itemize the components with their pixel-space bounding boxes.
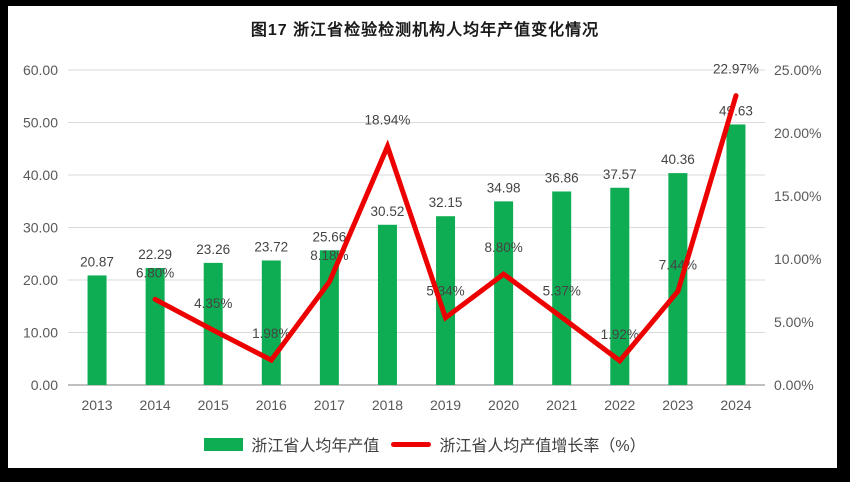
bar-label-2017: 25.66 (312, 229, 346, 244)
x-axis-label-2018: 2018 (372, 397, 403, 413)
bar-label-2021: 36.86 (545, 170, 579, 185)
bar-label-2018: 30.52 (371, 204, 405, 219)
bar-2021 (552, 191, 572, 385)
x-axis-label-2020: 2020 (488, 397, 519, 413)
legend-item-bar-series: 浙江省人均年产值 (204, 432, 379, 456)
line-label-2016: 1.98% (252, 326, 290, 341)
x-axis-label-2017: 2017 (314, 397, 345, 413)
x-axis-label-2015: 2015 (198, 397, 229, 413)
bar-2024 (726, 124, 746, 385)
growth-rate-line (152, 93, 739, 365)
line-label-2020: 8.80% (484, 240, 522, 255)
right-axis-tick-label: 5.00% (774, 314, 814, 330)
x-axis-label-2021: 2021 (546, 397, 577, 413)
bar-label-2024: 49.63 (719, 103, 753, 118)
legend-label-bar-series: 浙江省人均年产值 (251, 438, 380, 455)
left-axis-tick-label: 20.00 (23, 272, 58, 288)
bar-label-2020: 34.98 (487, 180, 521, 195)
x-axis-label-2014: 2014 (140, 397, 171, 413)
bar-series (87, 124, 746, 385)
x-axis-label-2024: 2024 (720, 397, 751, 413)
legend: 浙江省人均年产值 浙江省人均产值增长率（%） (0, 432, 850, 456)
chart-card (8, 6, 837, 468)
legend-label-line-series: 浙江省人均产值增长率（%） (439, 438, 646, 455)
bar-label-2019: 32.15 (429, 195, 463, 210)
left-axis-tick-label: 30.00 (23, 220, 58, 236)
x-axis-labels: 2013 2014 2015 2016 2017 2018 2019 2020 2021 2022… (81, 397, 751, 413)
chart-title: 图17 浙江省检验检测机构人均年产值变化情况 (250, 22, 600, 39)
left-axis-tick-label: 60.00 (23, 62, 58, 78)
right-axis-tick-labels: 0.00% 5.00% 10.00% 15.00% 20.00% 25.00% (774, 62, 821, 393)
line-label-2023: 7.44% (659, 257, 697, 272)
left-axis-tick-label: 0.00 (31, 377, 58, 393)
left-axis-tick-label: 50.00 (23, 115, 58, 131)
bar-2017 (319, 250, 339, 385)
bar-label-2013: 20.87 (80, 254, 114, 269)
right-axis-tick-label: 0.00% (774, 377, 814, 393)
bar-2023 (668, 173, 688, 385)
line-label-2022: 1.92% (601, 327, 639, 342)
x-axis-label-2023: 2023 (662, 397, 693, 413)
left-axis-tick-label: 10.00 (23, 325, 58, 341)
bar-2019 (436, 216, 456, 385)
x-axis-label-2019: 2019 (430, 397, 461, 413)
x-axis-label-2013: 2013 (81, 397, 112, 413)
right-axis-tick-label: 25.00% (774, 62, 821, 78)
legend-item-line-series: 浙江省人均产值增长率（%） (391, 432, 646, 456)
bar-2022 (610, 187, 630, 385)
bar-2020 (494, 201, 514, 385)
gridlines (68, 69, 765, 386)
x-axis-label-2022: 2022 (604, 397, 635, 413)
bar-2016 (261, 260, 281, 385)
bar-series-swatch-icon (204, 437, 244, 451)
bar-label-2022: 37.57 (603, 167, 637, 182)
line-label-2018: 18.94% (365, 112, 411, 127)
line-series-swatch-icon (391, 441, 432, 447)
bar-label-2015: 23.26 (196, 242, 230, 257)
line-value-labels: 6.80%4.35%1.98%8.18%18.94%5.34%8.80%5.37… (136, 62, 759, 342)
bar-value-labels: 20.87 22.29 23.26 23.72 25.66 30.52 32.15 34.98… (80, 103, 753, 269)
right-axis-tick-label: 20.00% (774, 125, 821, 141)
line-label-2021: 5.37% (543, 283, 581, 298)
bar-2014 (145, 267, 165, 385)
bar-label-2016: 23.72 (254, 239, 288, 254)
line-label-2014: 6.80% (136, 265, 174, 280)
bar-2013 (87, 275, 107, 385)
bar-label-2023: 40.36 (661, 152, 695, 167)
bar-2015 (203, 262, 223, 385)
bar-label-2014: 22.29 (138, 247, 172, 262)
left-axis-tick-labels: 0.00 10.00 20.00 30.00 40.00 50.00 60.00 (23, 62, 58, 393)
x-axis-label-2016: 2016 (256, 397, 287, 413)
line-label-2015: 4.35% (194, 296, 232, 311)
left-axis-tick-label: 40.00 (23, 167, 58, 183)
right-axis-tick-label: 15.00% (774, 188, 821, 204)
right-axis-tick-label: 10.00% (774, 251, 821, 267)
bar-2018 (377, 224, 397, 385)
line-label-2024: 22.97% (713, 62, 759, 77)
